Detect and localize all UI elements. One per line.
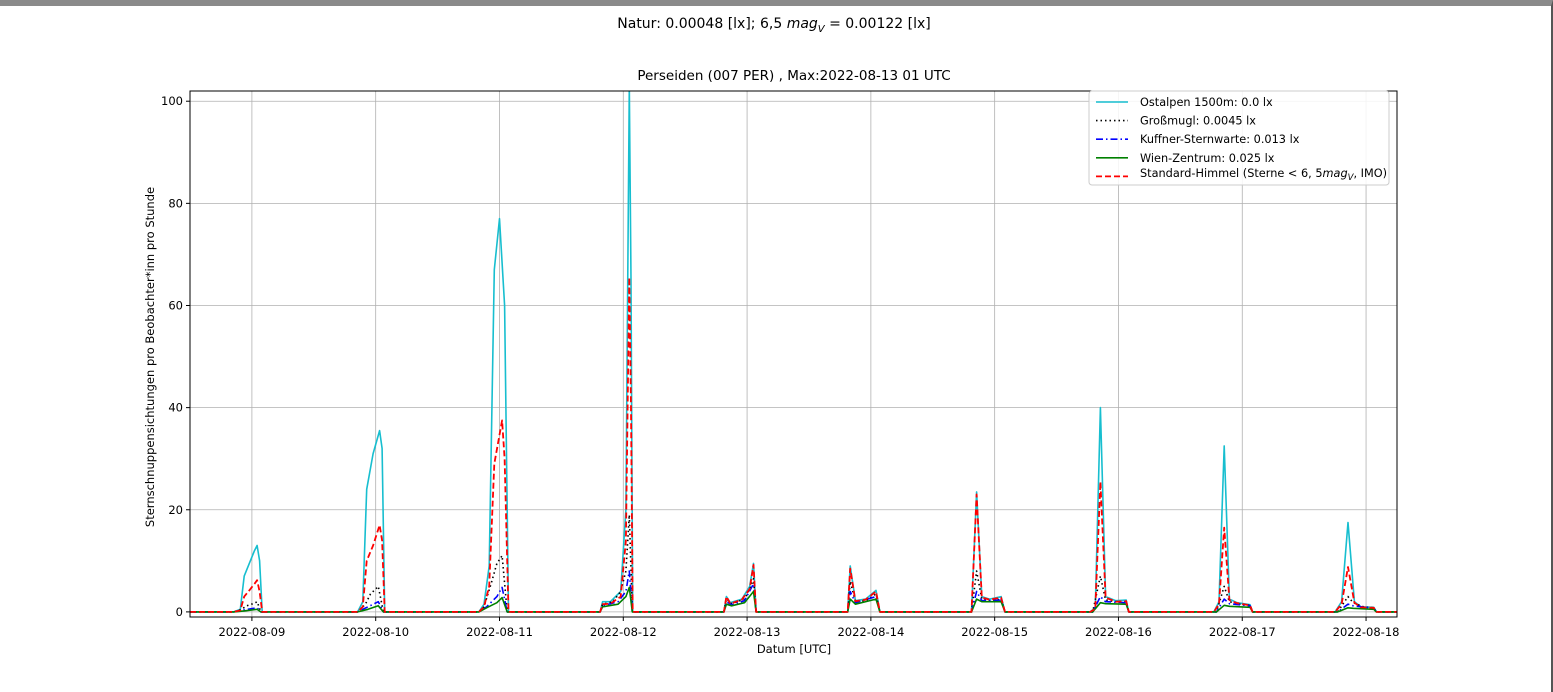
x-tick-label: 2022-08-11 bbox=[466, 625, 533, 639]
y-tick-label: 40 bbox=[168, 401, 183, 415]
series-line-4 bbox=[190, 276, 1397, 613]
x-tick-label: 2022-08-13 bbox=[714, 625, 781, 639]
chart-title: Perseiden (007 PER) , Max:2022-08-13 01 … bbox=[637, 68, 950, 84]
y-tick-label: 20 bbox=[168, 503, 183, 517]
legend-label-standard-himmel: Standard-Himmel (Sterne < 6, 5magV, IMO) bbox=[1140, 167, 1387, 183]
legend-items: Ostalpen 1500m: 0.0 lx Großmugl: 0.0045 l… bbox=[1096, 96, 1300, 178]
y-axis: 0 20 40 60 80 100 bbox=[161, 94, 190, 619]
y-tick-label: 0 bbox=[176, 605, 183, 619]
x-tick-label: 2022-08-09 bbox=[218, 625, 285, 639]
y-tick-label: 60 bbox=[168, 298, 183, 312]
figure-suptitle: Natur: 0.00048 [lx]; 6,5 magV = 0.00122 … bbox=[617, 16, 930, 35]
x-axis-label: Datum [UTC] bbox=[757, 642, 831, 656]
x-tick-label: 2022-08-14 bbox=[837, 625, 904, 639]
x-tick-label: 2022-08-17 bbox=[1209, 625, 1276, 639]
x-tick-label: 2022-08-12 bbox=[590, 625, 657, 639]
series-line-1 bbox=[190, 514, 1397, 613]
legend-label-3: Wien-Zentrum: 0.025 lx bbox=[1140, 152, 1275, 165]
series-line-2 bbox=[190, 570, 1397, 613]
y-tick-label: 100 bbox=[161, 94, 183, 108]
legend-label-2: Kuffner-Sternwarte: 0.013 lx bbox=[1140, 133, 1300, 146]
plot-area bbox=[190, 91, 1397, 613]
x-axis: 2022-08-09 2022-08-10 2022-08-11 2022-08-12… bbox=[218, 617, 1399, 639]
x-tick-label: 2022-08-15 bbox=[961, 625, 1028, 639]
legend-box bbox=[1088, 90, 1390, 186]
legend-label-1: Großmugl: 0.0045 lx bbox=[1140, 115, 1256, 128]
x-tick-label: 2022-08-10 bbox=[342, 625, 409, 639]
legend: Ostalpen 1500m: 0.0 lx Großmugl: 0.0045 l… bbox=[1088, 90, 1390, 186]
y-tick-label: 80 bbox=[168, 196, 183, 210]
axes-frame bbox=[189, 90, 1398, 618]
x-tick-label: 2022-08-18 bbox=[1333, 625, 1400, 639]
x-tick-label: 2022-08-16 bbox=[1085, 625, 1152, 639]
legend-label-0: Ostalpen 1500m: 0.0 lx bbox=[1140, 96, 1273, 109]
y-axis-label: Sternschnuppensichtungen pro Beobachter*… bbox=[143, 187, 157, 527]
